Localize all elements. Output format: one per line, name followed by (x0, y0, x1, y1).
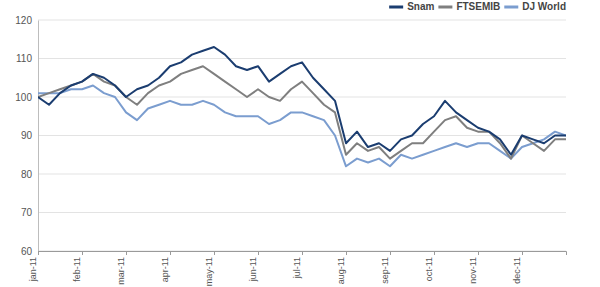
y-axis-line (38, 21, 39, 252)
x-axis-line (39, 252, 567, 256)
grid-line (38, 135, 566, 136)
y-tick: 70 (21, 207, 38, 218)
legend-item: Snam (389, 1, 434, 12)
x-tick-mark (170, 251, 171, 255)
x-tick-label: jul-11 (292, 257, 302, 279)
x-tick-label: oct-11 (424, 257, 434, 281)
legend-swatch (438, 6, 452, 9)
y-tick-label: 90 (21, 130, 33, 141)
x-tick: jun-11 (248, 251, 259, 282)
y-tick-label: 100 (15, 92, 32, 103)
grid-line (38, 20, 566, 21)
series-line (38, 66, 566, 158)
x-tick: feb-11 (72, 251, 83, 282)
x-tick-mark (302, 251, 303, 255)
grid (38, 20, 566, 251)
y-tick-label: 70 (21, 207, 33, 218)
x-tick: may-11 (204, 251, 215, 286)
x-tick: nov-11 (468, 251, 479, 284)
x-tick: sep-11 (380, 251, 391, 284)
x-tick-label: jun-11 (248, 257, 258, 282)
grid-line (38, 97, 566, 98)
x-tick-label: apr-11 (160, 257, 170, 282)
x-tick: jan-11 (28, 251, 39, 282)
y-tick: 80 (21, 169, 38, 180)
y-axis: 60 70 80 90 100 110 120 (15, 15, 38, 257)
x-tick-mark (214, 251, 215, 255)
x-tick-label: feb-11 (72, 257, 82, 282)
x-tick-mark (522, 251, 523, 255)
y-tick-label: 110 (16, 53, 32, 64)
x-tick-label: jan-11 (28, 257, 38, 282)
x-tick-label: dec-11 (512, 257, 522, 284)
x-tick-mark (38, 251, 39, 255)
grid-line (38, 212, 566, 213)
y-tick-label: 60 (21, 246, 33, 257)
series-line (38, 47, 566, 155)
x-tick-mark (126, 251, 127, 255)
x-tick: apr-11 (160, 251, 171, 282)
x-tick-label: sep-11 (380, 257, 390, 284)
legend-item: FTSEMIB (438, 1, 500, 12)
x-tick: mar-11 (116, 251, 127, 285)
y-tick: 100 (15, 92, 38, 103)
x-tick-label: nov-11 (468, 257, 478, 284)
legend-label: Snam (407, 1, 434, 12)
y-tick: 110 (16, 53, 38, 64)
legend-swatch (504, 6, 518, 9)
chart: 60 70 80 90 100 110 120 jan-11 feb-11 mar-11 apr-1… (0, 0, 600, 287)
lines (38, 47, 566, 166)
x-tick: jul-11 (292, 251, 303, 279)
x-tick-mark (82, 251, 83, 255)
x-tick-label: mar-11 (116, 257, 126, 285)
x-tick-mark (390, 251, 391, 255)
x-tick-label: may-11 (204, 257, 214, 286)
legend-item: DJ World (504, 1, 566, 12)
legend-swatch (389, 6, 403, 9)
y-tick: 120 (15, 15, 38, 26)
x-tick-mark (258, 251, 259, 255)
legend-label: DJ World (522, 1, 566, 12)
grid-line (38, 58, 566, 59)
x-tick-label: aug-11 (336, 257, 346, 284)
grid-line (38, 174, 566, 175)
y-tick-label: 80 (21, 169, 33, 180)
legend-label: FTSEMIB (456, 1, 500, 12)
x-tick-mark (346, 251, 347, 255)
x-tick: oct-11 (424, 251, 435, 281)
x-tick-mark (478, 251, 479, 255)
y-tick: 90 (21, 130, 38, 141)
plot: 60 70 80 90 100 110 120 jan-11 feb-11 mar-11 apr-1… (15, 15, 566, 287)
y-tick-label: 120 (15, 15, 32, 26)
legend: Snam FTSEMIB DJ World (389, 1, 566, 12)
x-axis: jan-11 feb-11 mar-11 apr-11 may-11 jun-11 jul-… (28, 251, 567, 286)
x-tick: dec-11 (512, 251, 523, 284)
series-line (38, 85, 566, 166)
x-tick-mark (434, 251, 435, 255)
x-tick: aug-11 (336, 251, 347, 284)
y-tick: 60 (21, 246, 38, 257)
